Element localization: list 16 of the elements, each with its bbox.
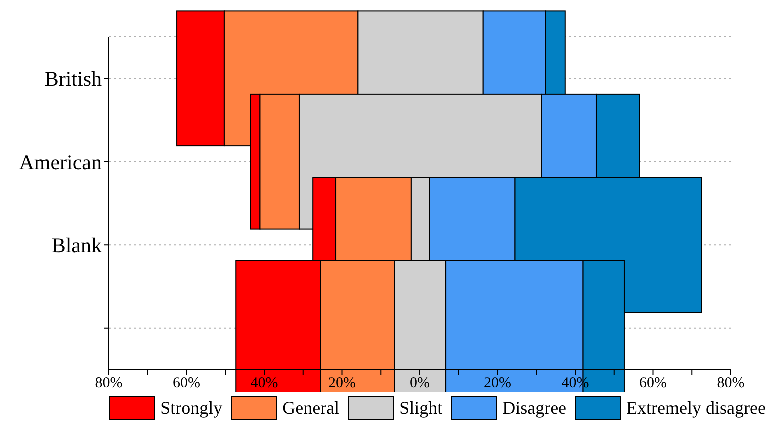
x-tick-label: 0%: [410, 376, 430, 392]
legend-label: Slight: [400, 398, 443, 418]
y-tick-label: American: [19, 150, 102, 174]
legend-label: Strongly: [160, 398, 223, 418]
x-tick-label: 20%: [484, 376, 512, 392]
x-tick-label: 60%: [173, 376, 200, 392]
x-tick-label: 40%: [250, 376, 278, 392]
y-tick-label: British: [44, 67, 102, 92]
legend-label: Extremely disagree: [626, 398, 766, 418]
x-tick-label: 80%: [717, 376, 745, 392]
y-tick-label: Blank: [52, 234, 102, 258]
x-tick-label: 80%: [95, 376, 123, 392]
x-tick-label: 20%: [328, 376, 356, 392]
legend-label: Disagree: [502, 398, 567, 418]
x-tick-label: 60%: [640, 376, 667, 392]
legend-label: General: [282, 398, 340, 418]
